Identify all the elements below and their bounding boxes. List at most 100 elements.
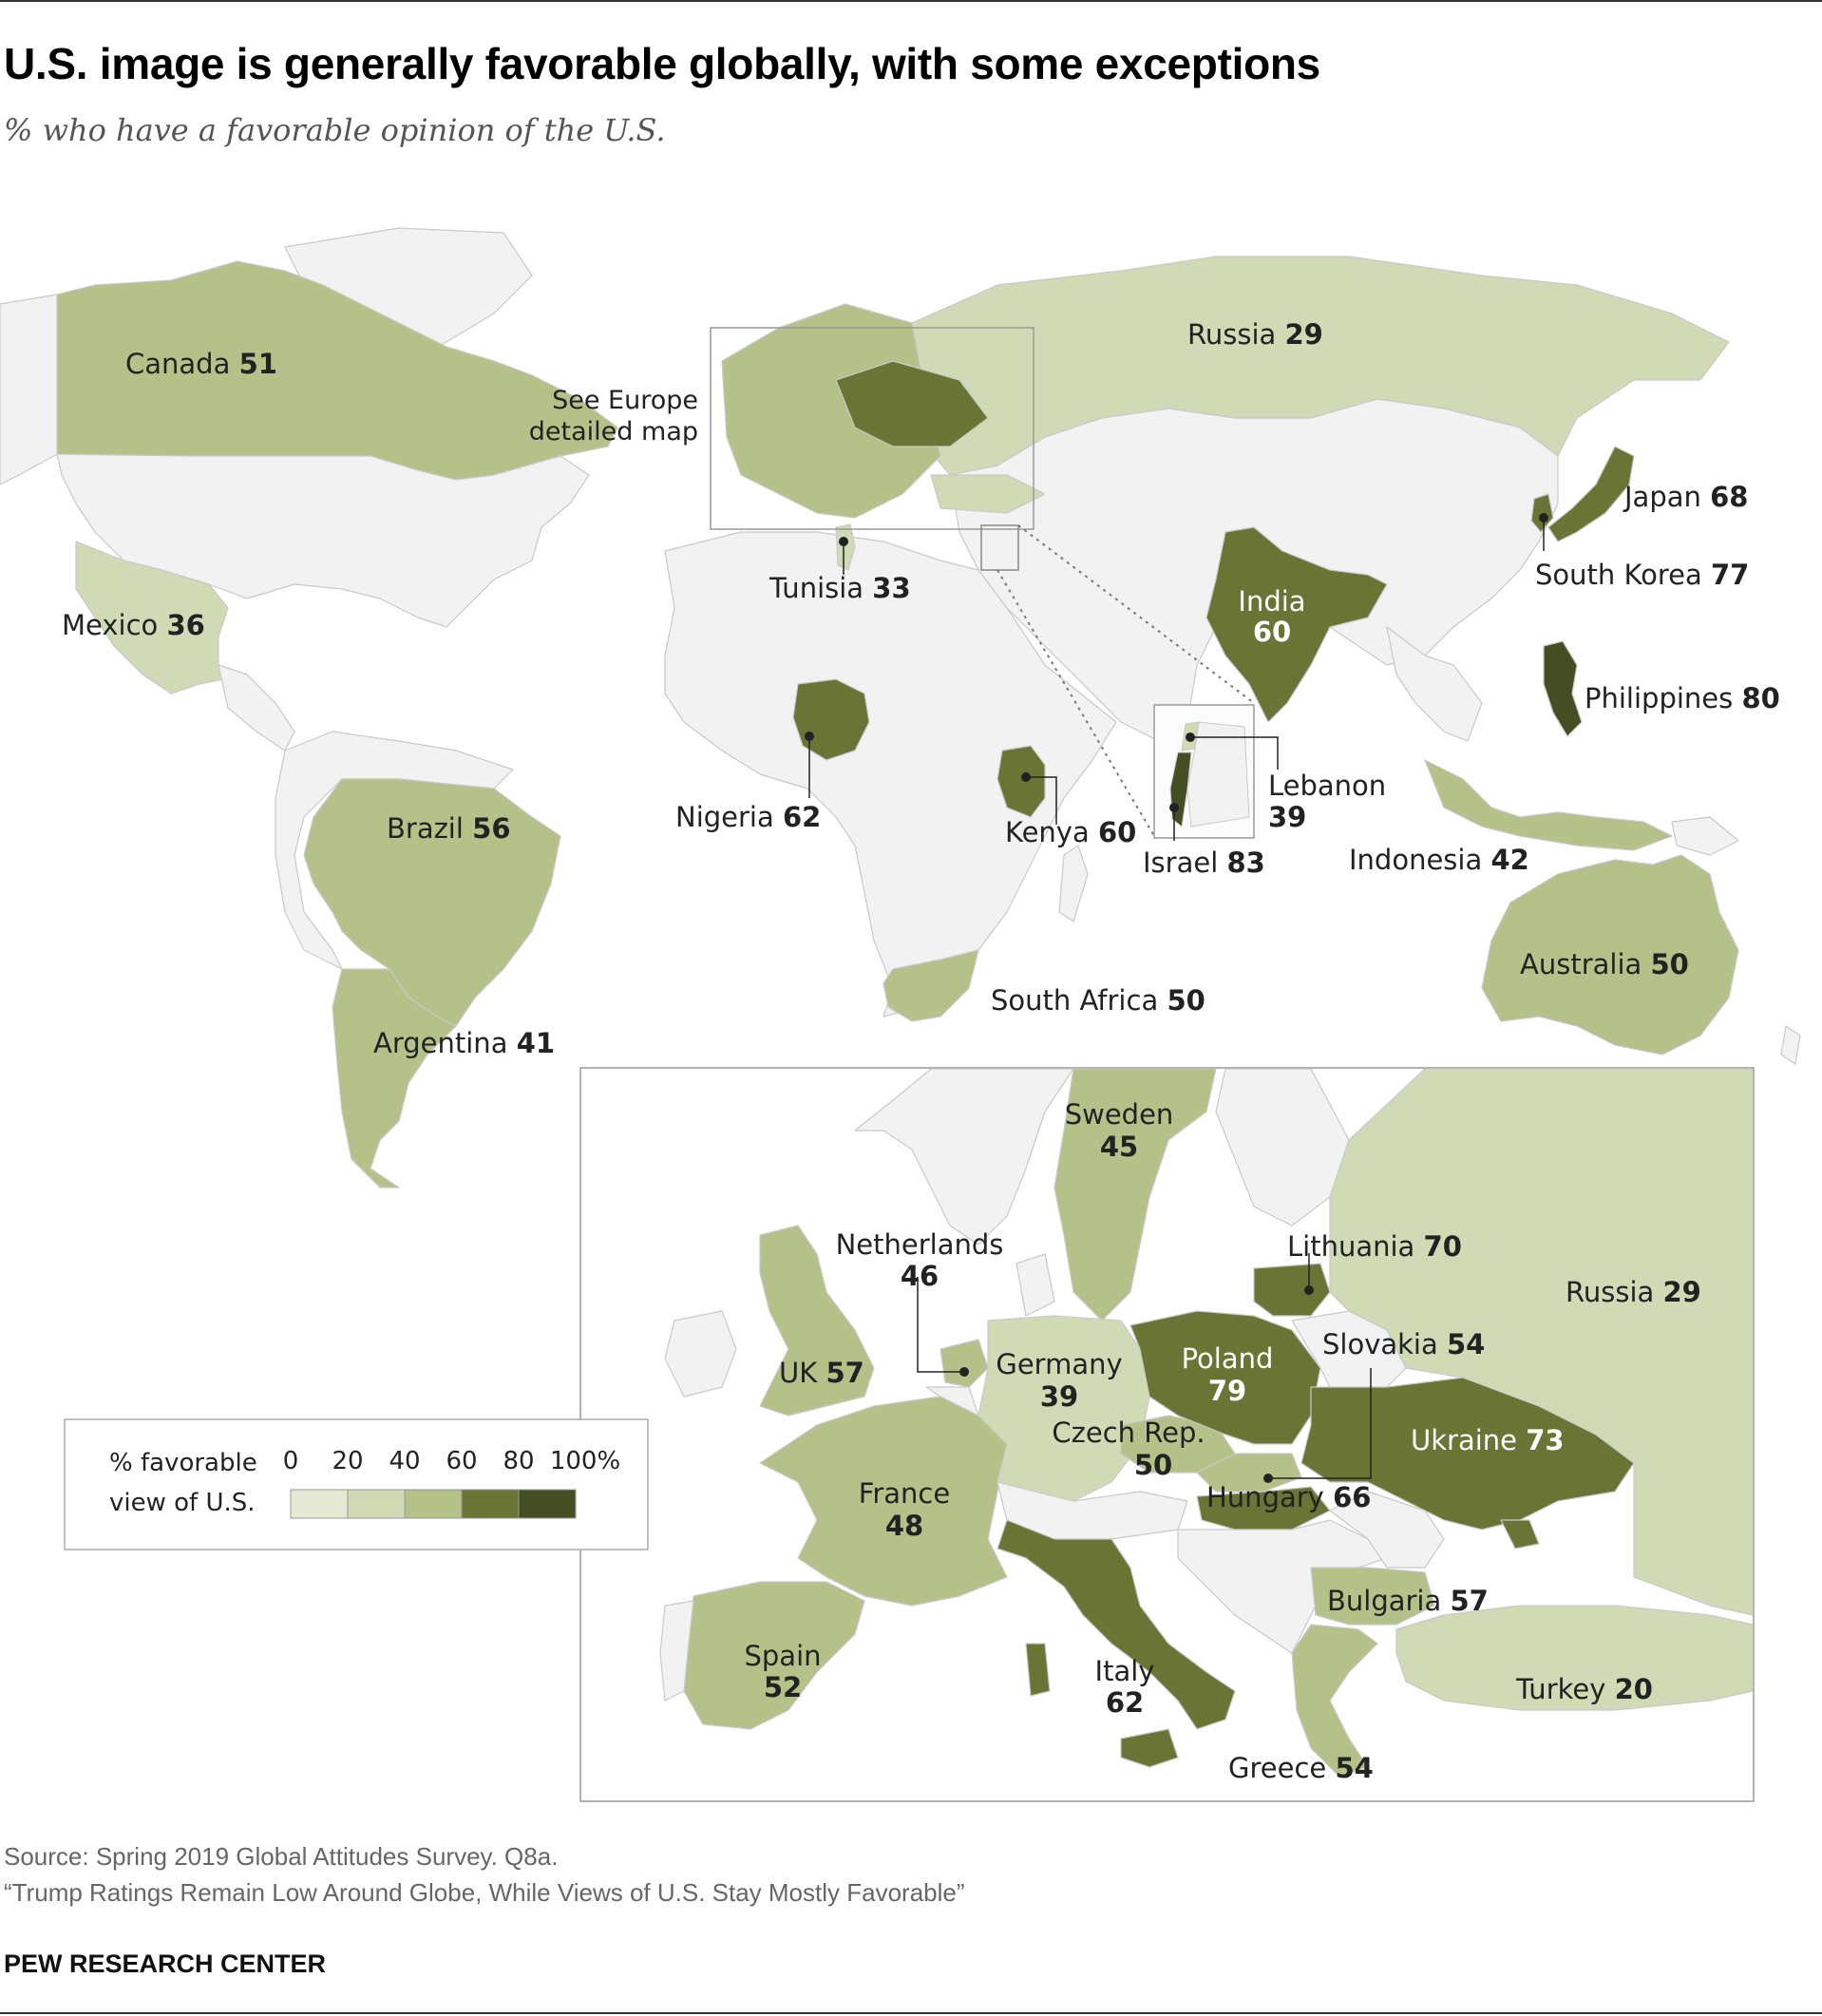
label-israel: Israel 83: [1143, 846, 1265, 879]
chart-subtitle: % who have a favorable opinion of the U.…: [4, 112, 666, 148]
label-italy-value: 62: [1106, 1686, 1144, 1719]
country-shape-philippines: [1543, 640, 1583, 737]
country-shape-south-korea: [1530, 493, 1554, 533]
country-shape-india: [1205, 526, 1388, 723]
legend-swatch-4: [518, 1489, 577, 1519]
label-kenya: Kenya 60: [1005, 816, 1136, 848]
legend-tick-5: 100%: [550, 1447, 620, 1475]
label-germany-value: 39: [1040, 1380, 1078, 1413]
label-france-name: France: [859, 1477, 950, 1510]
country-shape-uk: [759, 1225, 875, 1417]
tunisia-dot: [839, 537, 848, 546]
country-shape-japan: [1547, 446, 1635, 542]
footer: Source: Spring 2019 Global Attitudes Sur…: [4, 1838, 965, 1911]
europe-mini-east-shape: [835, 360, 989, 447]
europe-inset-outline: [710, 327, 1034, 530]
country-shape-tunisia: [835, 523, 856, 571]
label-italy-name: Italy: [1095, 1655, 1155, 1687]
levant-connector-2: [996, 569, 1155, 837]
legend-tick-3: 60: [446, 1447, 477, 1475]
nz-shape: [1780, 1025, 1801, 1065]
label-japan: Japan 68: [1623, 481, 1748, 513]
label-poland-name: Poland: [1182, 1342, 1274, 1375]
label-slovakia: Slovakia 54: [1322, 1328, 1485, 1360]
kenya-pointer-line: [1026, 776, 1057, 825]
country-shape-germany: [977, 1315, 1150, 1502]
country-shape-lithuania: [1253, 1263, 1331, 1317]
label-uk: UK 57: [779, 1357, 864, 1389]
report-title: “Trump Ratings Remain Low Around Globe, …: [4, 1878, 965, 1907]
legend-tick-2: 40: [389, 1447, 420, 1475]
label-philippines: Philippines 80: [1585, 682, 1780, 714]
label-ukraine: Ukraine 73: [1411, 1424, 1565, 1456]
label-poland-value: 79: [1208, 1375, 1246, 1407]
label-turkey: Turkey 20: [1515, 1673, 1653, 1705]
label-sweden-value: 45: [1100, 1131, 1138, 1163]
label-brazil: Brazil 56: [387, 812, 511, 845]
levant-box-small: [980, 524, 1019, 571]
country-shape-bulgaria: [1310, 1567, 1435, 1626]
kenya-dot: [1021, 772, 1031, 782]
south-korea-dot: [1539, 513, 1548, 523]
country-shape-russia-inset: [1329, 1068, 1754, 1616]
label-mexico: Mexico 36: [62, 609, 205, 641]
netherlands-pointer-line: [917, 1277, 964, 1373]
label-south-africa: South Africa 50: [991, 984, 1205, 1017]
europe-detail-map: [579, 1067, 1755, 1802]
label-russia-inset: Russia 29: [1566, 1276, 1701, 1308]
legend-tick-4: 80: [503, 1447, 534, 1475]
label-canada: Canada 51: [125, 348, 277, 380]
country-shape-italy: [996, 1519, 1236, 1730]
label-tunisia: Tunisia 33: [769, 572, 911, 604]
source-note: Source: Spring 2019 Global Attitudes Sur…: [4, 1842, 559, 1871]
label-sweden-name: Sweden: [1065, 1098, 1174, 1131]
turkey-mini-shape: [930, 474, 1046, 514]
legend-tick-0: 0: [283, 1447, 299, 1475]
country-shape-indonesia: [1424, 759, 1673, 851]
lebanon-dot: [1186, 732, 1195, 742]
alaska-shape: [0, 294, 58, 485]
country-shape-kenya: [996, 745, 1046, 818]
legend-swatch-3: [461, 1489, 520, 1519]
label-netherlands-name: Netherlands: [836, 1228, 1004, 1261]
lithuania-dot: [1304, 1285, 1314, 1295]
label-russia: Russia 29: [1187, 318, 1323, 351]
label-south-korea: South Korea 77: [1535, 559, 1749, 591]
europe-note-line1: See Europe: [552, 386, 698, 415]
legend: % favorable view of U.S. 0 20 40 60 80 1…: [64, 1418, 649, 1550]
label-argentina: Argentina 41: [373, 1027, 555, 1059]
europe-mini-shape: [721, 303, 941, 519]
central-america-shape: [218, 664, 295, 751]
world-map: Canada 51 Russia 29 Japan 68 South Korea…: [0, 227, 1801, 1802]
country-shape-argentina: [332, 968, 457, 1189]
chart-title: U.S. image is generally favorable global…: [4, 39, 1320, 88]
label-indonesia: Indonesia 42: [1349, 844, 1529, 876]
label-india-value: 60: [1253, 616, 1291, 648]
label-bulgaria: Bulgaria 57: [1327, 1585, 1489, 1617]
country-shape-turkey: [1395, 1605, 1754, 1711]
crimea-shape: [1500, 1519, 1540, 1550]
romania-shape: [1329, 1491, 1445, 1569]
norway-shape: [854, 1068, 1074, 1246]
levant-connector-1: [1017, 524, 1255, 704]
finland-shape: [1215, 1068, 1350, 1227]
madagascar-shape: [1058, 845, 1089, 922]
europe-note-line2: detailed map: [529, 417, 698, 447]
label-germany-name: Germany: [996, 1348, 1122, 1380]
country-shape-south-africa: [883, 949, 979, 1022]
legend-swatch-2: [404, 1489, 463, 1519]
sicily-shape: [1120, 1728, 1179, 1768]
legend-swatch-1: [347, 1489, 406, 1519]
israel-dot: [1169, 803, 1179, 812]
country-shape-slovakia: [1196, 1453, 1302, 1493]
label-greece: Greece 54: [1228, 1752, 1374, 1784]
label-czech-name: Czech Rep.: [1052, 1417, 1205, 1449]
label-spain-value: 52: [764, 1671, 802, 1703]
country-shape-hungary: [1196, 1486, 1331, 1531]
lebanon-pointer-line: [1190, 736, 1279, 770]
southeast-asia-shape: [1386, 626, 1483, 742]
brand-name: PEW RESEARCH CENTER: [4, 1949, 327, 1978]
country-shape-poland: [1129, 1310, 1321, 1445]
legend-tick-1: 20: [332, 1447, 363, 1475]
denmark-shape: [1015, 1253, 1055, 1317]
